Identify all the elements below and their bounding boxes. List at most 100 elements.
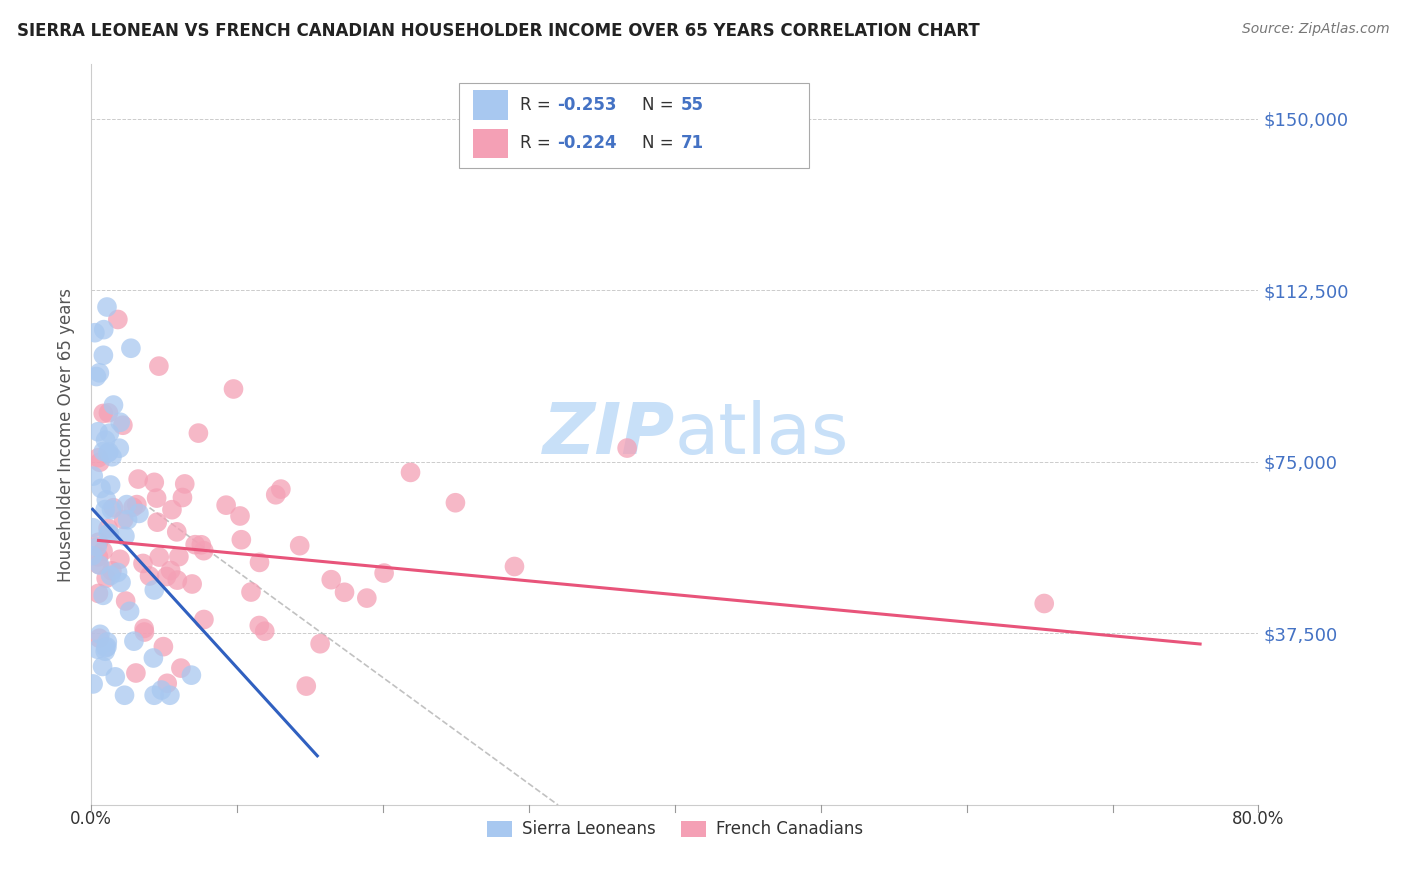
French Canadians [87, 450, 110, 465]
Sierra Leoneans [96, 635, 118, 649]
French Canadians [356, 591, 378, 605]
French Canadians [138, 569, 160, 583]
French Canadians [159, 564, 181, 578]
French Canadians [127, 472, 149, 486]
French Canadians [170, 661, 193, 675]
FancyBboxPatch shape [472, 128, 508, 158]
French Canadians [134, 622, 156, 636]
Sierra Leoneans [159, 688, 181, 702]
French Canadians [87, 535, 110, 549]
Sierra Leoneans [97, 446, 120, 460]
Sierra Leoneans [86, 642, 108, 657]
French Canadians [107, 312, 129, 326]
French Canadians [160, 502, 183, 516]
Sierra Leoneans [120, 341, 142, 355]
French Canadians [215, 498, 238, 512]
Sierra Leoneans [93, 323, 115, 337]
French Canadians [333, 585, 356, 599]
Sierra Leoneans [117, 513, 139, 527]
French Canadians [229, 508, 252, 523]
French Canadians [125, 665, 148, 680]
French Canadians [89, 455, 111, 469]
French Canadians [295, 679, 318, 693]
Text: R =: R = [520, 135, 555, 153]
French Canadians [103, 500, 125, 515]
French Canadians [399, 466, 422, 480]
FancyBboxPatch shape [458, 83, 808, 168]
French Canadians [89, 631, 111, 645]
French Canadians [253, 624, 276, 639]
French Canadians [247, 618, 270, 632]
Text: N =: N = [643, 135, 679, 153]
French Canadians [97, 521, 120, 535]
French Canadians [231, 533, 253, 547]
French Canadians [1033, 597, 1056, 611]
Sierra Leoneans [94, 502, 117, 516]
French Canadians [132, 557, 155, 571]
French Canadians [87, 586, 110, 600]
Sierra Leoneans [84, 326, 107, 340]
French Canadians [167, 549, 190, 564]
French Canadians [288, 539, 311, 553]
Sierra Leoneans [93, 348, 115, 362]
French Canadians [111, 418, 134, 433]
Sierra Leoneans [97, 445, 120, 459]
French Canadians [148, 550, 170, 565]
French Canadians [91, 544, 114, 558]
Sierra Leoneans [96, 640, 118, 654]
Text: -0.224: -0.224 [557, 135, 617, 153]
French Canadians [503, 559, 526, 574]
French Canadians [184, 538, 207, 552]
Sierra Leoneans [100, 568, 122, 582]
Sierra Leoneans [91, 444, 114, 458]
Sierra Leoneans [115, 498, 138, 512]
Sierra Leoneans [98, 526, 121, 541]
Sierra Leoneans [110, 575, 132, 590]
Sierra Leoneans [89, 366, 111, 380]
Sierra Leoneans [101, 450, 124, 464]
French Canadians [172, 491, 194, 505]
Sierra Leoneans [89, 627, 111, 641]
Sierra Leoneans [114, 529, 136, 543]
French Canadians [190, 538, 212, 552]
Text: atlas: atlas [675, 400, 849, 469]
French Canadians [166, 573, 188, 587]
French Canadians [155, 569, 177, 583]
French Canadians [87, 558, 110, 572]
Sierra Leoneans [82, 549, 104, 563]
French Canadians [152, 640, 174, 654]
French Canadians [181, 577, 204, 591]
French Canadians [309, 637, 332, 651]
Sierra Leoneans [100, 478, 122, 492]
Legend: Sierra Leoneans, French Canadians: Sierra Leoneans, French Canadians [481, 814, 869, 845]
Sierra Leoneans [150, 683, 173, 698]
French Canadians [264, 488, 287, 502]
Sierra Leoneans [82, 521, 104, 535]
Text: 55: 55 [681, 95, 703, 114]
Sierra Leoneans [87, 425, 110, 439]
French Canadians [122, 500, 145, 515]
French Canadians [187, 426, 209, 441]
French Canadians [148, 359, 170, 373]
Sierra Leoneans [107, 566, 129, 580]
Sierra Leoneans [103, 398, 125, 412]
French Canadians [125, 498, 148, 512]
French Canadians [240, 585, 263, 599]
Sierra Leoneans [89, 558, 111, 572]
French Canadians [173, 477, 195, 491]
Sierra Leoneans [97, 526, 120, 541]
Sierra Leoneans [143, 688, 166, 702]
Sierra Leoneans [90, 482, 112, 496]
Sierra Leoneans [98, 426, 121, 441]
Sierra Leoneans [100, 502, 122, 516]
Sierra Leoneans [96, 492, 118, 507]
French Canadians [134, 625, 156, 640]
Text: -0.253: -0.253 [557, 95, 616, 114]
Text: R =: R = [520, 95, 555, 114]
Text: ZIP: ZIP [543, 400, 675, 469]
Sierra Leoneans [118, 604, 141, 618]
Sierra Leoneans [108, 415, 131, 429]
FancyBboxPatch shape [472, 90, 508, 120]
Sierra Leoneans [82, 469, 104, 483]
French Canadians [87, 549, 110, 564]
